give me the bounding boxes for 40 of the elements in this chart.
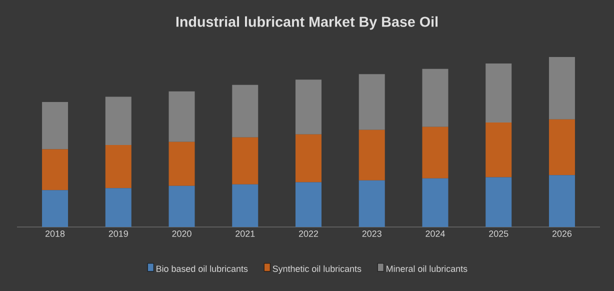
bar xyxy=(422,126,448,178)
x-tick-label: 2018 xyxy=(46,230,65,237)
bar xyxy=(296,182,322,227)
bar xyxy=(296,134,322,182)
bar xyxy=(168,186,195,227)
bar xyxy=(42,190,68,227)
x-tick-label: 2024 xyxy=(426,230,445,237)
legend-label: Mineral oil lubricants xyxy=(386,265,468,272)
bar xyxy=(168,91,195,142)
bar xyxy=(422,178,448,227)
bar xyxy=(232,137,258,184)
x-tick-label: 2019 xyxy=(108,230,128,237)
bar xyxy=(168,142,195,186)
bar xyxy=(358,74,385,130)
legend-label: Synthetic oil lubricants xyxy=(272,265,362,274)
x-tick-label: 2025 xyxy=(489,230,508,237)
bar xyxy=(486,122,512,178)
x-tick-label: 2023 xyxy=(362,230,382,237)
bar xyxy=(422,68,448,127)
bar xyxy=(105,188,132,227)
bar xyxy=(296,80,322,134)
bar xyxy=(105,145,132,188)
bar xyxy=(358,130,385,180)
bar xyxy=(486,63,512,122)
bar xyxy=(486,177,512,227)
bar xyxy=(232,84,258,138)
legend-label: Bio based oil lubricants xyxy=(156,265,248,272)
chart-title: Industrial lubricant Market By Base Oil xyxy=(176,16,438,30)
x-tick-label: 2026 xyxy=(552,230,572,237)
x-tick-label: 2020 xyxy=(172,230,192,237)
bar xyxy=(232,184,258,227)
bar xyxy=(358,180,385,227)
bar xyxy=(548,119,575,176)
x-tick-label: 2021 xyxy=(236,230,255,237)
bar xyxy=(548,56,575,120)
bar xyxy=(42,102,68,150)
bar xyxy=(42,149,68,190)
x-tick-label: 2022 xyxy=(298,230,318,237)
bar xyxy=(548,175,575,227)
bar xyxy=(105,96,132,146)
